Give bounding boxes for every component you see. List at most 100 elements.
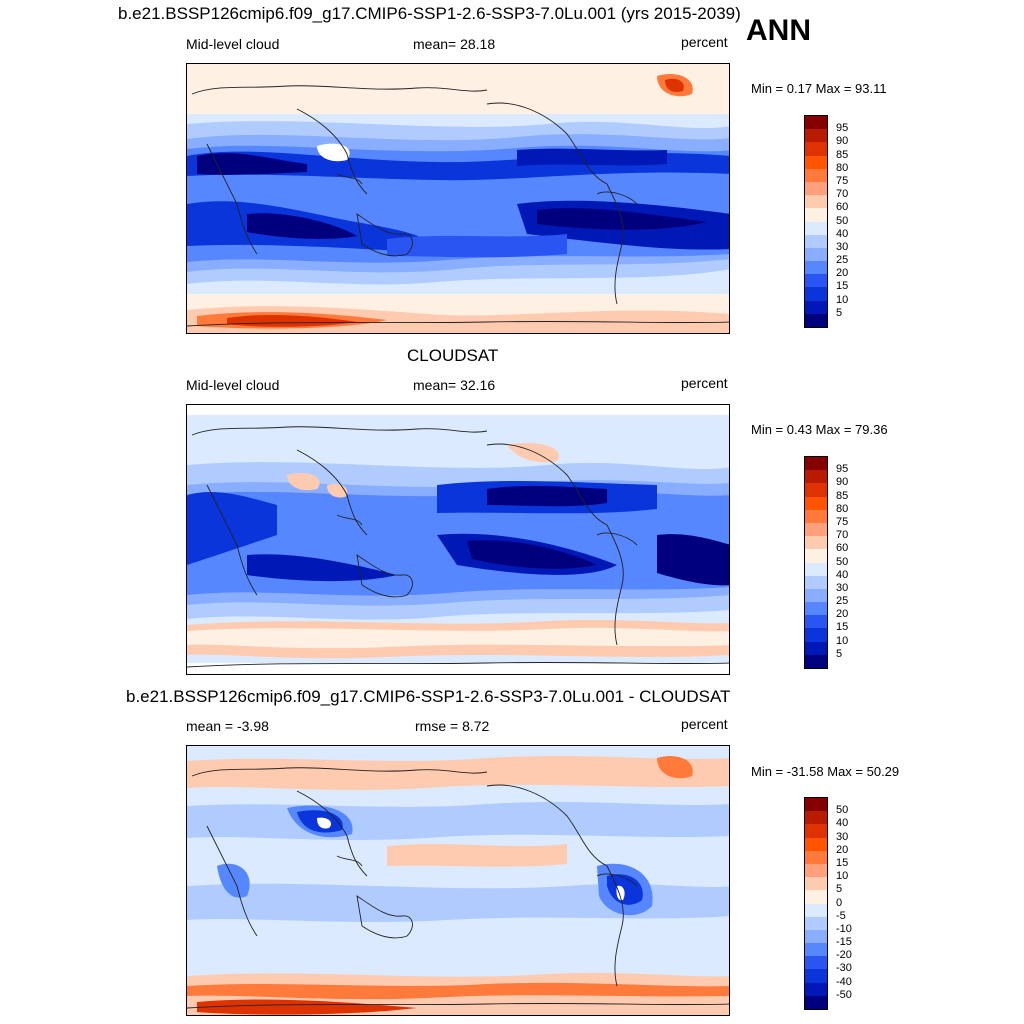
panel-obs-left-label: Mid-level cloud [186,377,280,393]
map-band [665,78,684,92]
map-band [317,817,332,829]
panel-diff-mean-label: mean = -3.98 [186,718,269,734]
colorbar-swatch [805,837,827,851]
colorbar-tick-label: 90 [836,135,849,148]
colorbar-swatch [805,943,827,957]
colorbar-swatch [805,274,827,288]
colorbar-swatch [805,496,827,510]
map-band [487,485,607,507]
map-band [187,756,729,790]
panel-diff-map-svg [187,746,729,1015]
panel-obs-mean-label: mean= 32.16 [413,377,496,393]
colorbar-tick-label: 40 [836,817,849,830]
map-band [197,153,307,175]
map-band [317,143,350,162]
colorbar-tick-label: 85 [836,489,849,502]
colorbar-swatch [805,863,827,878]
colorbar-tick-label: 20 [836,608,849,621]
colorbar-swatch [805,969,827,983]
colorbar-tick-label: -15 [836,936,852,949]
colorbar-tick-label: 20 [836,843,849,856]
colorbar-swatch [805,929,827,944]
colorbar-tick-label: 75 [836,515,849,528]
colorbar-tick-label: 40 [836,227,849,240]
panel-model-units-label: percent [681,34,728,50]
colorbar-swatch [805,798,827,812]
panel-diff-units-label: percent [681,716,728,732]
panel-obs-title: CLOUDSAT [407,346,499,365]
colorbar-swatch [805,956,827,970]
colorbar-swatch [805,575,827,589]
colorbar-tick-label: 5 [836,306,843,319]
colorbar-swatch [805,615,827,629]
colorbar-swatch [805,287,827,301]
colorbar-tick-label: 80 [836,161,849,174]
panel-obs-minmax: Min = 0.43 Max = 79.36 [751,422,888,437]
colorbar-tick-label: 30 [836,830,849,843]
colorbar-tick-label: 85 [836,148,849,161]
colorbar-tick-label: 30 [836,581,849,594]
colorbar-swatch [805,824,827,838]
coastlines [187,767,729,1009]
map-band [187,492,277,565]
colorbar-tick-label: 95 [836,122,849,135]
colorbar-tick-label: 50 [836,214,849,227]
panel-model-colorbar [804,115,828,328]
map-band [247,213,357,239]
colorbar-swatch [805,181,827,196]
panel-obs-map [186,404,730,675]
colorbar-swatch [805,522,827,537]
colorbar-swatch [805,562,827,576]
panel-model-map [186,63,730,334]
colorbar-swatch [805,221,827,235]
colorbar-swatch [805,811,827,825]
colorbar-swatch [805,116,827,130]
map-band [187,802,729,840]
colorbar-tick-label: 95 [836,463,849,476]
colorbar-swatch [805,509,827,523]
colorbar-tick-label: 25 [836,595,849,608]
colorbar-tick-label: 25 [836,254,849,267]
colorbar-swatch [805,155,827,169]
colorbar-tick-label: -50 [836,988,852,1001]
panel-model-left-label: Mid-level cloud [186,36,280,52]
colorbar-swatch [805,313,827,327]
colorbar-swatch [805,142,827,156]
colorbar-tick-label: 15 [836,621,849,634]
colorbar-tick-label: 60 [836,542,849,555]
colorbar-tick-label: 0 [836,896,843,909]
coastlines [187,85,729,327]
colorbar-swatch [805,916,827,930]
colorbar-swatch [805,470,827,484]
colorbar-swatch [805,890,827,904]
colorbar-tick-label: 30 [836,240,849,253]
colorbar-swatch [805,195,827,209]
map-band [247,554,397,582]
map-band [197,999,417,1015]
panel-model-minmax: Min = 0.17 Max = 93.11 [751,81,887,96]
panel-diff-minmax: Min = -31.58 Max = 50.29 [751,764,900,779]
colorbar-tick-label: 20 [836,267,849,280]
panel-diff-title: b.e21.BSSP126cmip6.f09_g17.CMIP6-SSP1-2.… [126,687,731,706]
colorbar-swatch [805,602,827,616]
colorbar-tick-label: -30 [836,962,852,975]
panel-obs-map-svg [187,405,729,674]
panel-model-title: b.e21.BSSP126cmip6.f09_g17.CMIP6-SSP1-2.… [118,4,741,23]
map-band [537,208,707,230]
map-band [387,844,567,867]
colorbar-tick-label: 10 [836,634,849,647]
colorbar-tick-label: 15 [836,280,849,293]
colorbar-swatch [805,850,827,864]
colorbar-swatch [805,129,827,143]
colorbar-swatch [805,877,827,891]
panel-diff-rmse-label: rmse = 8.72 [415,718,490,734]
colorbar-tick-label: 70 [836,188,849,201]
colorbar-tick-label: -10 [836,922,852,935]
map-band [227,315,357,327]
colorbar-tick-label: 5 [836,647,843,660]
panel-model-map-svg [187,64,729,333]
map-band [517,148,667,166]
colorbar-swatch [805,628,827,642]
colorbar-tick-label: 90 [836,476,849,489]
colorbar-tick-label: 10 [836,293,849,306]
